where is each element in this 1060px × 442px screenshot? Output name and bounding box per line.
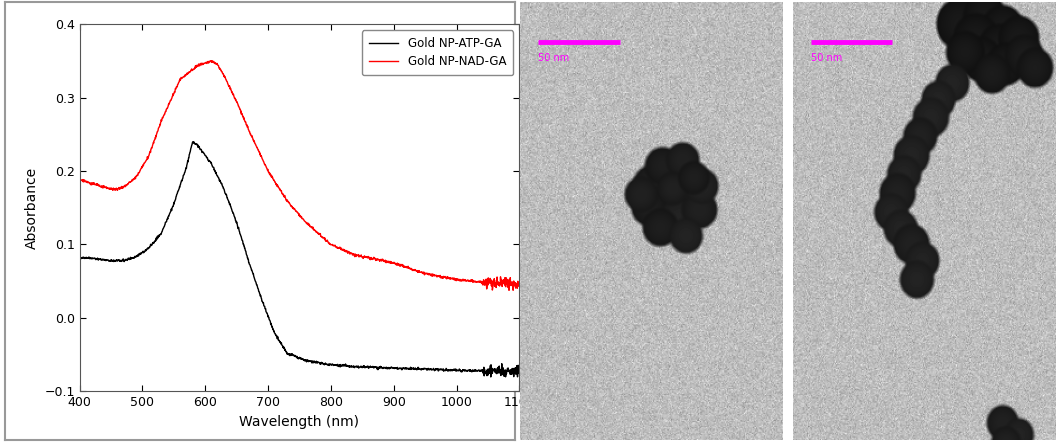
Gold NP-NAD-GA bbox=[513, 283, 526, 288]
Gold NP-NAD-GA bbox=[73, 176, 86, 182]
Gold NP-ATP-GA bbox=[277, 345, 289, 350]
Gold NP-NAD-GA bbox=[225, 88, 237, 93]
Gold NP-ATP-GA bbox=[225, 206, 237, 211]
Gold NP-ATP-GA bbox=[187, 139, 199, 145]
Text: 50 nm: 50 nm bbox=[538, 53, 569, 64]
Text: 50 nm: 50 nm bbox=[811, 53, 842, 64]
Gold NP-NAD-GA bbox=[205, 58, 217, 63]
Gold NP-ATP-GA bbox=[430, 367, 443, 372]
Line: Gold NP-NAD-GA: Gold NP-NAD-GA bbox=[80, 61, 519, 290]
Line: Gold NP-ATP-GA: Gold NP-ATP-GA bbox=[80, 142, 519, 377]
Legend: Gold NP-ATP-GA, Gold NP-NAD-GA: Gold NP-ATP-GA, Gold NP-NAD-GA bbox=[361, 30, 513, 75]
Gold NP-NAD-GA bbox=[507, 284, 519, 290]
Gold NP-ATP-GA bbox=[73, 255, 86, 260]
Gold NP-ATP-GA bbox=[507, 370, 519, 375]
Gold NP-ATP-GA bbox=[180, 165, 193, 170]
Gold NP-NAD-GA bbox=[304, 224, 317, 229]
Gold NP-NAD-GA bbox=[180, 72, 193, 77]
Gold NP-NAD-GA bbox=[277, 191, 289, 197]
X-axis label: Wavelength (nm): Wavelength (nm) bbox=[240, 415, 359, 429]
Y-axis label: Absorbance: Absorbance bbox=[24, 167, 39, 249]
Gold NP-ATP-GA bbox=[304, 358, 317, 364]
Gold NP-ATP-GA bbox=[513, 367, 526, 373]
Gold NP-ATP-GA bbox=[484, 374, 497, 380]
Gold NP-NAD-GA bbox=[430, 274, 443, 279]
Gold NP-NAD-GA bbox=[502, 288, 515, 293]
